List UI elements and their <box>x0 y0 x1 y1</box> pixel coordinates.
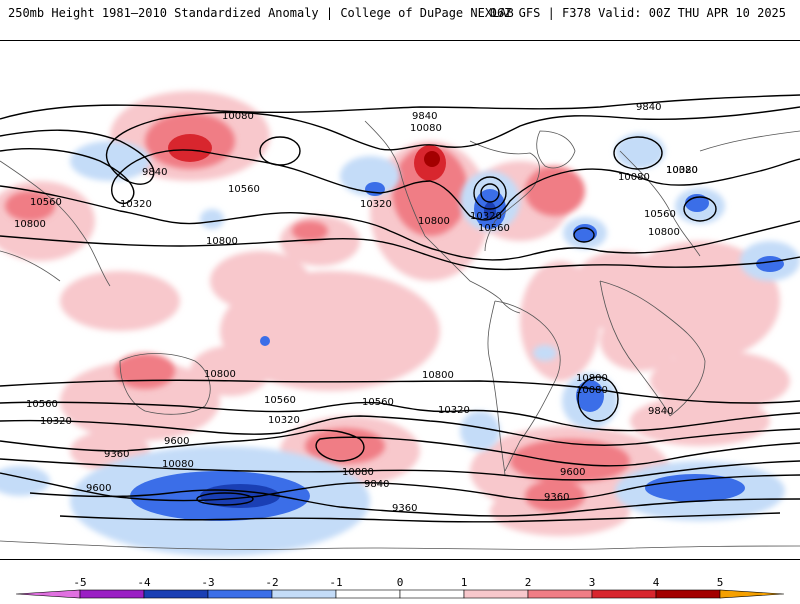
anomaly-map: 10080 9840 10560 10800 10320 10800 10560… <box>0 40 800 560</box>
contour-label: 9360 <box>104 449 129 460</box>
header-bar: 250mb Height 1981–2010 Standardized Anom… <box>0 0 800 30</box>
contour-label: 10080 <box>222 111 254 122</box>
model-valid-time: 06Z GFS | F378 Valid: 00Z THU APR 10 202… <box>489 6 786 20</box>
colorbar-tick: -3 <box>201 576 214 589</box>
colorbar-tick: 5 <box>717 576 724 589</box>
colorbar-cell <box>719 589 785 599</box>
contour-label: 10560 <box>264 395 296 406</box>
colorbar-cell <box>527 589 593 599</box>
colorbar-cell <box>335 589 401 599</box>
contour-label: 9360 <box>392 503 417 514</box>
contour-label: 10800 <box>14 219 46 230</box>
colorbar-tick: 4 <box>653 576 660 589</box>
contour-label: 10800 <box>422 370 454 381</box>
contour-label: 10320 <box>268 415 300 426</box>
contour-label: 10320 <box>438 405 470 416</box>
colorbar-tick: 2 <box>525 576 532 589</box>
contour-label: 10080 <box>666 165 698 176</box>
contour-label: 10800 <box>206 236 238 247</box>
contour-label: 10560 <box>644 209 676 220</box>
contour-label: 10320 <box>470 211 502 222</box>
map-title: 250mb Height 1981–2010 Standardized Anom… <box>8 6 514 20</box>
contour-label: 10320 <box>120 199 152 210</box>
contour-label: 9840 <box>142 167 167 178</box>
contour-label: 10800 <box>418 216 450 227</box>
contour-label: 10320 <box>360 199 392 210</box>
colorbar: -5 -4 -3 -2 -1 0 1 2 3 4 5 <box>0 570 800 600</box>
contour-label: 10320 <box>666 165 698 176</box>
colorbar-cell <box>207 589 273 599</box>
coastlines <box>0 120 800 550</box>
contour-label: 10080 <box>576 385 608 396</box>
height-contours <box>0 94 800 523</box>
positive-anomaly-extreme <box>424 151 440 167</box>
colorbar-cell <box>15 589 81 599</box>
contour-label: 10560 <box>228 184 260 195</box>
contour-label: 9840 <box>412 111 437 122</box>
colorbar-cells <box>15 589 785 599</box>
contour-label: 10320 <box>40 416 72 427</box>
colorbar-cell <box>399 589 465 599</box>
contour-label: 10080 <box>342 467 374 478</box>
colorbar-tick: 3 <box>589 576 596 589</box>
colorbar-tick: 1 <box>461 576 468 589</box>
contour-label: 10560 <box>362 397 394 408</box>
colorbar-cell <box>79 589 145 599</box>
colorbar-ticks: -5 -4 -3 -2 -1 0 1 2 3 4 5 <box>73 576 723 589</box>
colorbar-cell <box>463 589 529 599</box>
contour-label: 9840 <box>636 102 661 113</box>
contour-label: 10800 <box>204 369 236 380</box>
contour-label: 10800 <box>648 227 680 238</box>
contour-label: 10800 <box>576 373 608 384</box>
contour-label: 9600 <box>560 467 585 478</box>
contour-label: 9840 <box>648 406 673 417</box>
colorbar-cell <box>143 589 209 599</box>
contour-labels: 10080 9840 10560 10800 10320 10800 10560… <box>14 102 698 514</box>
contour-label: 9600 <box>164 436 189 447</box>
colorbar-tick: -4 <box>137 576 151 589</box>
colorbar-cell <box>591 589 657 599</box>
contour-label: 10080 <box>410 123 442 134</box>
colorbar-tick: 0 <box>397 576 404 589</box>
contour-label: 10080 <box>162 459 194 470</box>
contour-label: 10560 <box>26 399 58 410</box>
colorbar-tick: -2 <box>265 576 278 589</box>
contour-label: 9600 <box>86 483 111 494</box>
contour-label: 10560 <box>478 223 510 234</box>
colorbar-tick: -5 <box>73 576 86 589</box>
colorbar-cell <box>271 589 337 599</box>
contour-label: 10080 <box>618 172 650 183</box>
colorbar-tick: -1 <box>329 576 342 589</box>
contour-label: 10560 <box>30 197 62 208</box>
contour-label: 9360 <box>544 492 569 503</box>
contour-label: 9840 <box>364 479 389 490</box>
colorbar-cell <box>655 589 721 599</box>
